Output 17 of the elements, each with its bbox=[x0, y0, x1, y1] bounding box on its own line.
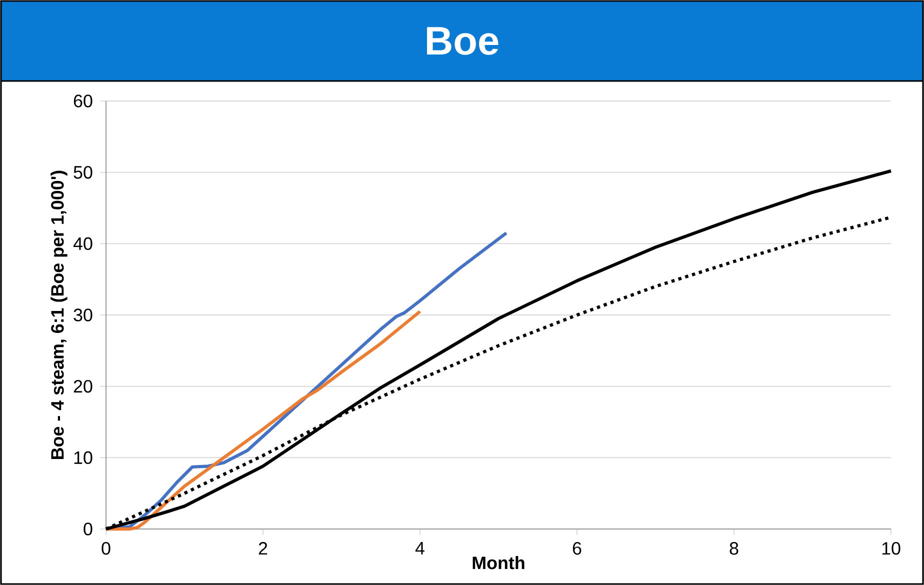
x-tick-label: 4 bbox=[415, 542, 424, 554]
y-tick-label: 20 bbox=[74, 380, 92, 393]
y-axis-title: Boe - 4 steam, 6:1 (Boe per 1,000') bbox=[50, 170, 68, 459]
x-tick-label: 8 bbox=[730, 542, 738, 555]
chart-title: Boe bbox=[427, 27, 498, 55]
y-tick-label: 40 bbox=[73, 237, 92, 250]
y-tick-label: 0 bbox=[84, 522, 92, 536]
y-tick-label: 30 bbox=[74, 308, 92, 322]
x-tick-label: 10 bbox=[882, 542, 900, 555]
x-axis-title: Month bbox=[472, 556, 524, 570]
x-tick-label: 2 bbox=[258, 542, 268, 555]
line-series bbox=[104, 310, 422, 531]
x-tick-label: 6 bbox=[572, 542, 582, 555]
y-tick-label: 60 bbox=[74, 94, 92, 108]
y-tick-label: 50 bbox=[74, 166, 92, 179]
y-tick-label: 10 bbox=[74, 451, 92, 464]
x-tick-label: 0 bbox=[102, 542, 110, 555]
